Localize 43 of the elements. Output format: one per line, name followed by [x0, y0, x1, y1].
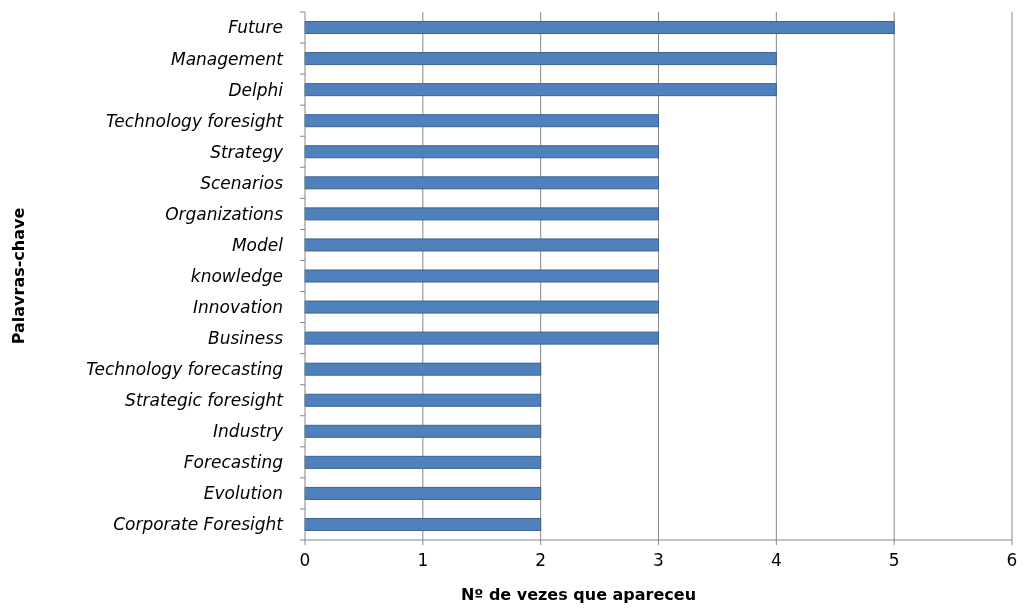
- x-tick-label: 2: [535, 550, 547, 570]
- bar: [304, 83, 777, 97]
- bar: [304, 176, 659, 190]
- bar: [304, 331, 659, 345]
- bar: [304, 145, 659, 159]
- x-axis-title: Nº de vezes que apareceu: [460, 585, 697, 604]
- bar: [304, 269, 659, 283]
- bar: [304, 517, 542, 531]
- bar: [304, 21, 895, 35]
- x-tick-label: 6: [1006, 550, 1018, 570]
- y-tick-label: Organizations: [165, 203, 284, 224]
- bar: [304, 207, 659, 221]
- x-tick-label: 3: [653, 550, 664, 570]
- y-tick-label: Industry: [213, 421, 284, 442]
- x-tick-label: 1: [417, 550, 429, 570]
- y-tick-label: Model: [231, 234, 284, 255]
- bar: [304, 52, 777, 66]
- bar: [304, 486, 542, 500]
- bar: [304, 393, 542, 407]
- y-tick-label: Business: [208, 328, 284, 349]
- y-axis-title: Palavras-chave: [9, 207, 28, 345]
- x-tick-label: 0: [299, 550, 311, 570]
- x-tick-label: 5: [888, 550, 900, 570]
- y-tick-label: Innovation: [192, 297, 283, 318]
- y-tick-label: Management: [171, 48, 285, 69]
- bar: [304, 455, 542, 469]
- y-tick-label: Scenarios: [200, 172, 284, 193]
- bar: [304, 300, 659, 314]
- y-tick-label: Delphi: [228, 79, 284, 100]
- bar: [304, 424, 542, 438]
- y-tick-label: Future: [228, 17, 283, 38]
- y-tick-label: Technology foresight: [105, 110, 285, 131]
- y-tick-label: Technology forecasting: [86, 359, 284, 380]
- y-tick-label: Strategy: [210, 141, 284, 162]
- y-tick-label: Evolution: [203, 483, 283, 504]
- y-tick-label: Forecasting: [183, 452, 284, 473]
- y-tick-label: Corporate Foresight: [113, 514, 285, 535]
- y-tick-label: Strategic foresight: [125, 390, 285, 411]
- bar: [304, 238, 659, 252]
- bar: [304, 362, 542, 376]
- x-tick-label: 4: [770, 550, 782, 570]
- bar: [304, 114, 659, 128]
- y-tick-label: knowledge: [190, 265, 283, 286]
